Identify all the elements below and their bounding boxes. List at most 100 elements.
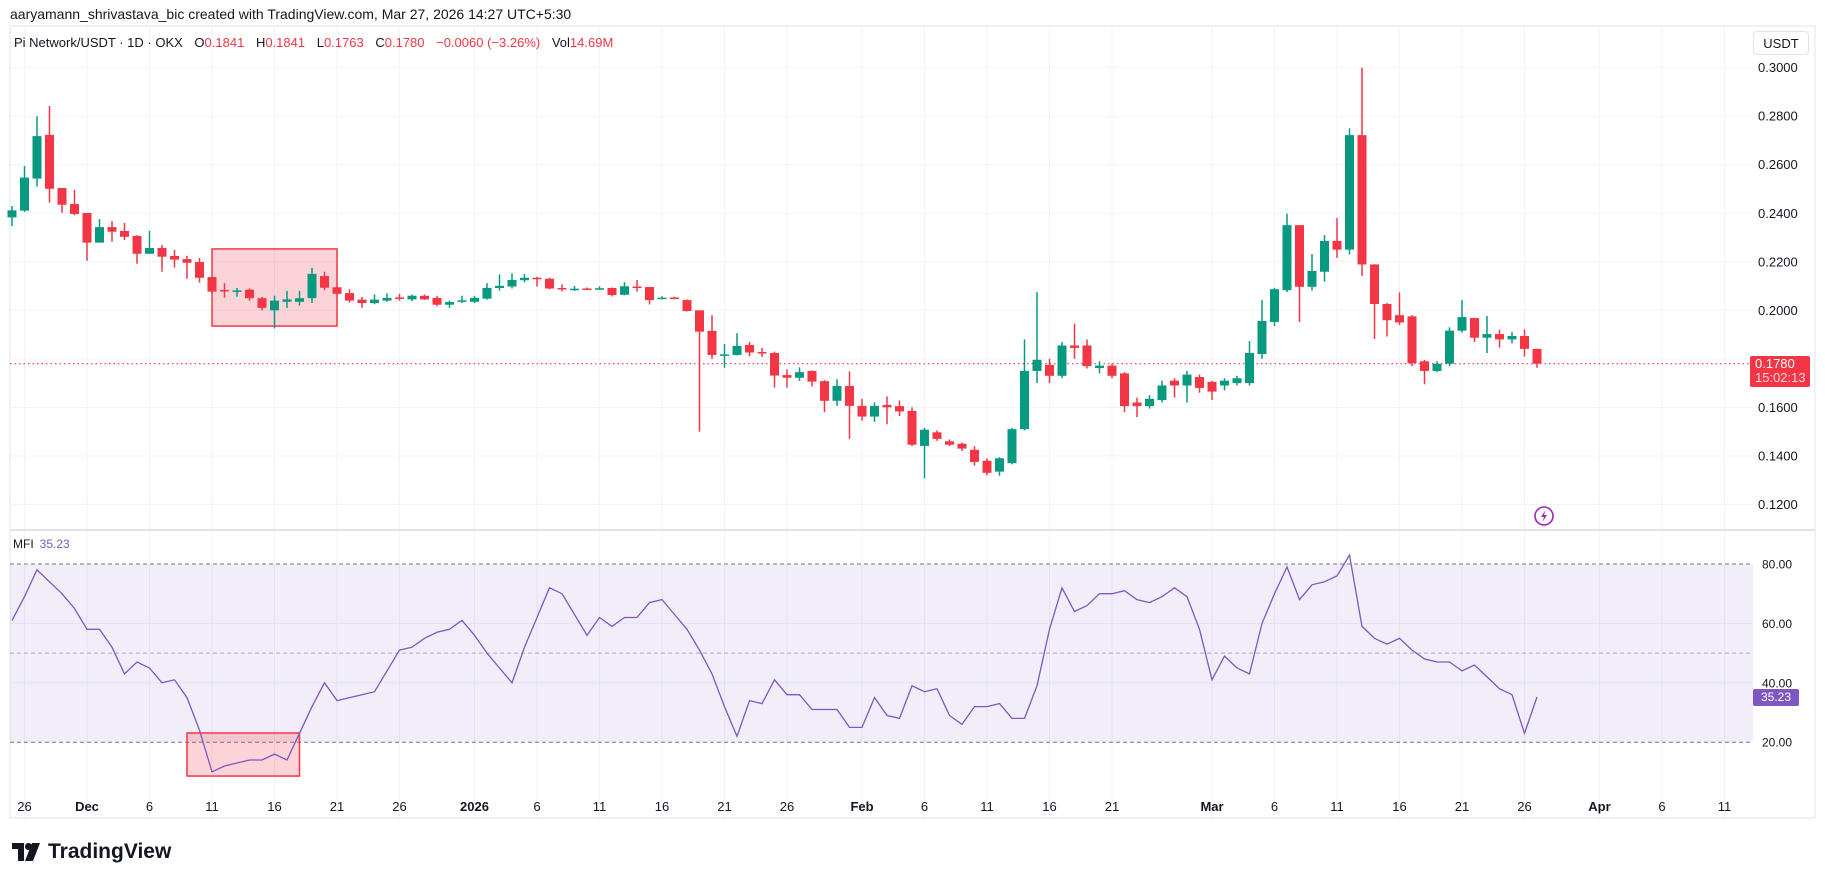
candle	[1395, 292, 1404, 325]
candle-body	[920, 429, 929, 446]
candle	[195, 257, 204, 283]
candle-body	[1282, 225, 1292, 291]
candle	[295, 290, 304, 306]
indicator-name: MFI	[13, 537, 34, 551]
candle	[20, 165, 29, 213]
candle	[632, 279, 642, 292]
candle-body	[1070, 345, 1079, 348]
candle-body	[607, 287, 617, 296]
close-value: 0.1780	[384, 35, 425, 50]
candle	[1370, 264, 1379, 339]
candle-body	[1495, 334, 1504, 340]
candle	[707, 315, 717, 359]
candle	[1482, 315, 1492, 353]
candle-body	[432, 297, 442, 305]
candle	[645, 287, 654, 305]
candle-body	[295, 298, 304, 302]
candle-body	[370, 299, 379, 304]
price-tick-label: 0.2200	[1758, 254, 1798, 269]
tradingview-logo-icon	[12, 843, 40, 861]
indicator-legend[interactable]: MFI 35.23	[13, 537, 70, 551]
candle	[1345, 128, 1354, 255]
candle	[357, 296, 367, 308]
price-tick-label: 0.2400	[1758, 206, 1798, 221]
candle-body	[1432, 363, 1442, 371]
time-tick-label: Apr	[1588, 799, 1610, 814]
candle-body	[1082, 345, 1092, 367]
mfi-value-tag: 35.23	[1753, 689, 1799, 706]
price-tick-label: 0.1600	[1758, 400, 1798, 415]
candle-body	[1157, 385, 1167, 401]
mfi-highlight-rectangle	[186, 732, 301, 777]
candle-body	[832, 385, 842, 401]
candle-body	[1332, 240, 1342, 250]
candle-body	[570, 288, 579, 291]
candle-body	[645, 287, 654, 301]
candle-body	[32, 136, 42, 179]
symbol-name[interactable]: Pi Network/USDT · 1D · OKX	[14, 35, 183, 50]
candle	[595, 286, 604, 290]
candle	[820, 380, 829, 413]
candle	[1270, 287, 1279, 327]
candle-body	[1307, 270, 1317, 287]
candle-body	[1382, 303, 1392, 321]
candle-body	[1507, 336, 1517, 340]
candle	[1407, 315, 1417, 367]
candle	[207, 277, 217, 294]
candle-body	[520, 277, 529, 281]
time-tick-label: 26	[1517, 799, 1531, 814]
candle	[1182, 370, 1192, 403]
candle-body	[232, 290, 242, 292]
candle-body	[1182, 374, 1192, 386]
candle	[345, 289, 354, 303]
candle-body	[1020, 370, 1029, 430]
time-tick-label: 21	[1455, 799, 1469, 814]
candle	[332, 286, 342, 295]
candle	[582, 287, 592, 290]
candle-body	[1320, 240, 1329, 272]
time-tick-label: 6	[146, 799, 153, 814]
lightning-bolt-icon[interactable]	[1534, 506, 1554, 526]
candle-body	[545, 278, 554, 289]
candle-body	[357, 299, 367, 304]
candle	[682, 299, 692, 312]
candle-body	[1520, 336, 1529, 349]
volume-label: Vol	[551, 35, 570, 50]
time-tick-label: 11	[980, 799, 994, 814]
time-tick-label: 16	[655, 799, 669, 814]
candle	[432, 295, 442, 307]
candle	[145, 230, 154, 254]
high-value: 0.1841	[265, 35, 306, 50]
candle	[245, 288, 254, 301]
candle-body	[745, 344, 754, 353]
candle	[1095, 361, 1104, 374]
candle	[557, 284, 567, 292]
price-tick-label: 0.2600	[1758, 157, 1798, 172]
price-tick-label: 0.3000	[1758, 60, 1798, 75]
candle	[1132, 397, 1142, 418]
candle	[1320, 235, 1329, 282]
candle	[857, 398, 867, 421]
candle-body	[45, 134, 54, 189]
currency-button[interactable]: USDT	[1753, 31, 1809, 55]
chart-credit: aaryamann_shrivastava_bic created with T…	[10, 6, 572, 22]
candle	[70, 189, 79, 216]
candle-body	[1295, 225, 1304, 287]
candle	[457, 295, 467, 304]
candle-body	[157, 247, 167, 257]
candle	[1145, 395, 1154, 409]
tradingview-logo[interactable]: TradingView	[12, 840, 171, 864]
candle-body	[895, 406, 904, 412]
candle-body	[382, 297, 392, 301]
candle	[1432, 361, 1442, 373]
candle	[1170, 378, 1179, 398]
symbol-legend[interactable]: Pi Network/USDT · 1D · OKX O0.1841 H0.18…	[14, 35, 613, 50]
candle-body	[807, 370, 817, 382]
candle-body	[870, 405, 879, 417]
candle	[95, 219, 104, 243]
candle-body	[1220, 380, 1229, 386]
candle-body	[1407, 316, 1417, 364]
candle-body	[307, 273, 317, 299]
candle-body	[907, 410, 917, 445]
